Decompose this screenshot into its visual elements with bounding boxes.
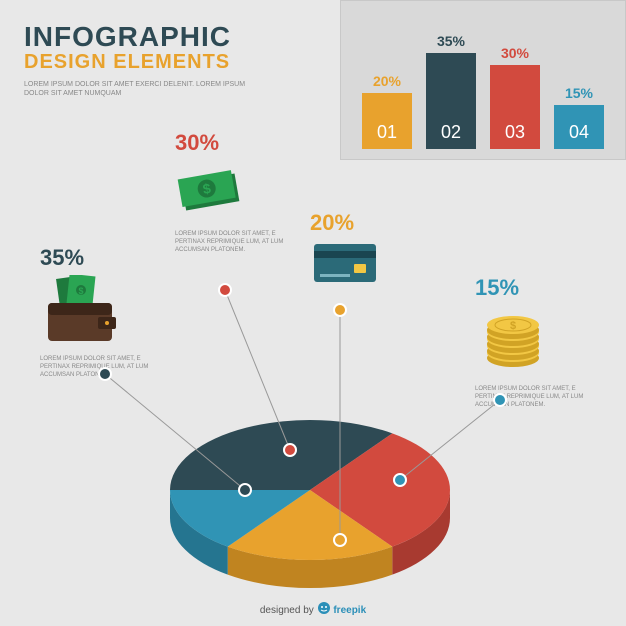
bar-01: 20% 01: [362, 73, 412, 149]
title-top: INFOGRAPHIC: [24, 24, 264, 51]
callout-text: Lorem ipsum dolor sit amet, e pertinax r…: [40, 356, 170, 379]
cash-icon: $: [175, 160, 245, 220]
bar-rect: 02: [426, 53, 476, 149]
callout-coins: 15% $ Lorem ipsum dolor sit amet, e perti…: [475, 275, 605, 409]
header: INFOGRAPHIC DESIGN ELEMENTS Lorem ipsum …: [24, 24, 264, 98]
callout-pct: 15%: [475, 275, 605, 301]
title-bottom: DESIGN ELEMENTS: [24, 51, 264, 74]
bar-pct: 20%: [373, 73, 401, 89]
callout-icon: $: [175, 160, 305, 225]
bar-num: 01: [362, 122, 412, 143]
callout-icon: $: [475, 305, 605, 380]
bar-num: 04: [554, 122, 604, 143]
callout-icon: [310, 240, 440, 291]
callout-icon: $: [40, 275, 170, 350]
svg-text:$: $: [510, 320, 516, 332]
bar-rect: 01: [362, 93, 412, 149]
bar-pct: 35%: [437, 33, 465, 49]
callout-cash: 30% $ Lorem ipsum dolor sit amet, e perti…: [175, 130, 305, 254]
bar-pct: 30%: [501, 45, 529, 61]
bar-rect: 03: [490, 65, 540, 149]
header-subtitle: Lorem ipsum dolor sit amet exerci deleni…: [24, 80, 264, 98]
card-icon: [310, 240, 380, 286]
bar-num: 02: [426, 122, 476, 143]
footer-prefix: designed by: [260, 605, 317, 616]
callout-card: 20%: [310, 210, 440, 297]
callout-pct: 20%: [310, 210, 440, 236]
freepik-logo-icon: [317, 601, 331, 615]
wallet-icon: $: [40, 275, 120, 345]
footer-brand: freepik: [333, 605, 366, 616]
coins-icon: $: [475, 305, 555, 375]
callout-pct: 30%: [175, 130, 305, 156]
callout-wallet: 35% $ Lorem ipsum dolor sit amet, e pert…: [40, 245, 170, 379]
bar-rect: 04: [554, 105, 604, 149]
bar-chart: 20% 01 35% 02 30% 03 15% 04: [340, 0, 626, 160]
callout-pct: 35%: [40, 245, 170, 271]
callout-text: Lorem ipsum dolor sit amet, e pertinax r…: [175, 231, 305, 254]
footer: designed by freepik: [0, 601, 626, 616]
callout-text: Lorem ipsum dolor sit amet, e pertinax r…: [475, 386, 605, 409]
bar-pct: 15%: [565, 85, 593, 101]
bar-04: 15% 04: [554, 85, 604, 149]
bar-03: 30% 03: [490, 45, 540, 149]
bar-02: 35% 02: [426, 33, 476, 149]
svg-text:$: $: [78, 286, 83, 296]
bar-num: 03: [490, 122, 540, 143]
